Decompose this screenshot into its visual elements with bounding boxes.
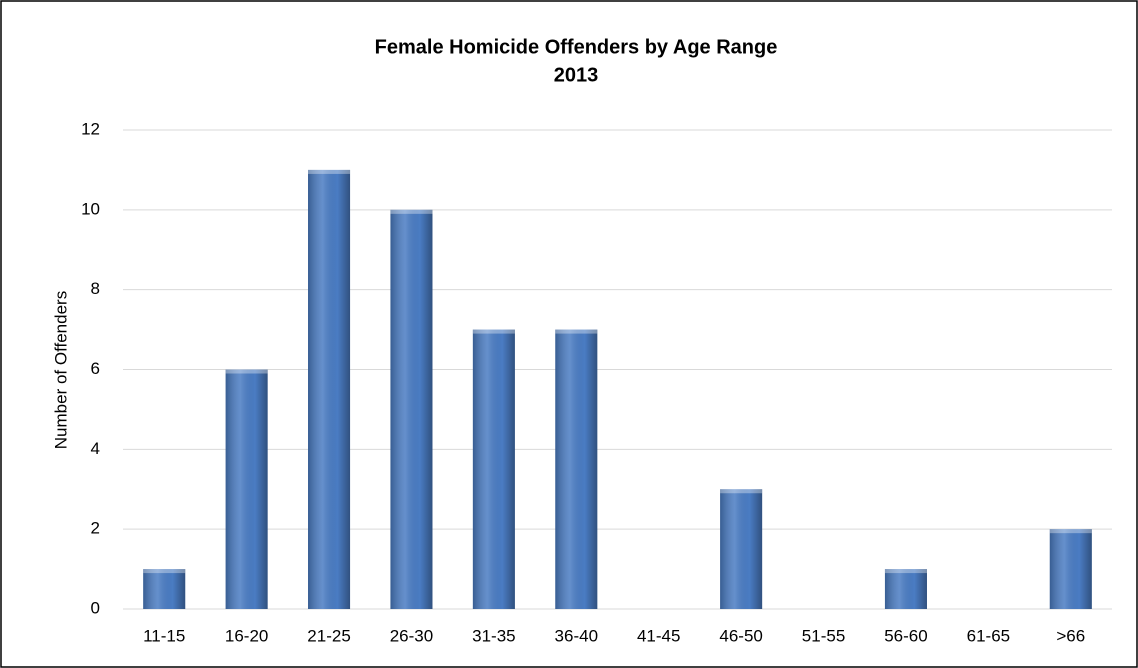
bar-cap	[308, 169, 351, 174]
chart-title: Female Homicide Offenders by Age Range	[375, 36, 778, 58]
bar-shade	[472, 329, 515, 609]
bar-shade	[225, 369, 268, 609]
x-tick-label: 11-15	[143, 626, 185, 645]
bar-cap	[472, 329, 515, 334]
y-tick-label: 12	[81, 119, 100, 138]
bar-cap	[884, 569, 927, 574]
y-axis-label: Number of Offenders	[51, 291, 70, 449]
x-tick-label: 41-45	[637, 626, 680, 645]
bar-cap	[555, 329, 598, 334]
x-tick-label: 21-25	[307, 626, 350, 645]
x-tick-label: 16-20	[225, 626, 268, 645]
bar-shade	[555, 329, 598, 609]
bar-shade	[1049, 529, 1092, 609]
bar-shade	[308, 169, 351, 609]
bar-shade	[884, 569, 927, 609]
bar-shade	[143, 569, 186, 609]
x-tick-label: 26-30	[390, 626, 433, 645]
x-tick-label: 31-35	[472, 626, 515, 645]
bar-cap	[225, 369, 268, 374]
x-tick-label: 46-50	[719, 626, 762, 645]
x-tick-label: 36-40	[555, 626, 598, 645]
y-tick-label: 10	[81, 199, 100, 218]
y-tick-label: 2	[91, 519, 100, 538]
bar-cap	[143, 569, 186, 574]
y-tick-label: 6	[91, 359, 100, 378]
x-tick-label: 61-65	[967, 626, 1010, 645]
bar-cap	[1049, 529, 1092, 534]
y-tick-label: 8	[91, 279, 100, 298]
x-tick-label: 51-55	[802, 626, 845, 645]
bar-cap	[720, 489, 763, 494]
x-tick-label: 56-60	[884, 626, 927, 645]
chart-subtitle: 2013	[554, 64, 599, 86]
bar-cap	[390, 209, 433, 214]
y-tick-label: 4	[91, 439, 100, 458]
y-tick-label: 0	[91, 598, 100, 617]
x-tick-label: >66	[1056, 626, 1085, 645]
bar-shade	[390, 209, 433, 610]
bar-shade	[720, 489, 763, 609]
